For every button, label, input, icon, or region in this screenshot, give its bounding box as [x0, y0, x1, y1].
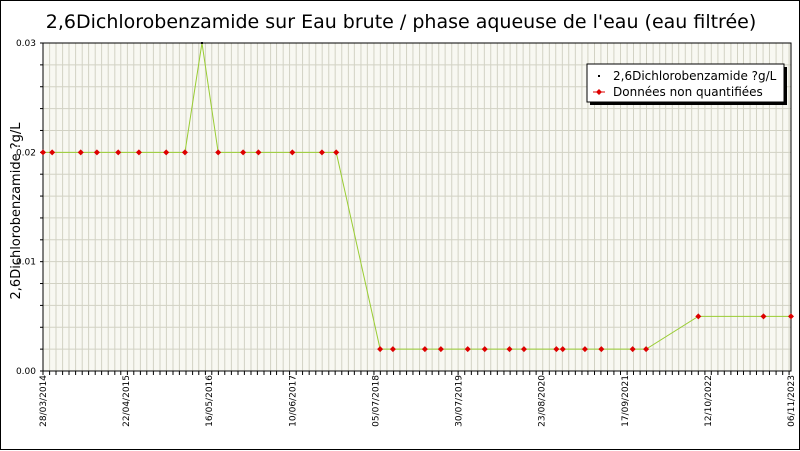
data-point-non-quantified	[437, 346, 444, 353]
data-point-non-quantified	[163, 149, 170, 156]
legend-box	[586, 63, 785, 103]
data-point-non-quantified	[389, 346, 396, 353]
plot-border	[42, 42, 792, 372]
legend-label: Données non quantifiées	[613, 85, 763, 99]
data-point-non-quantified	[520, 346, 527, 353]
data-point-non-quantified	[135, 149, 142, 156]
y-axis-label: 2,6Dichlorobenzamide ?g/L	[9, 122, 24, 300]
data-point-non-quantified	[318, 149, 325, 156]
data-point-non-quantified	[255, 149, 262, 156]
data-point-non-quantified	[643, 346, 650, 353]
data-point-non-quantified	[240, 149, 247, 156]
data-point-non-quantified	[481, 346, 488, 353]
legend-label: 2,6Dichlorobenzamide ?g/L	[613, 69, 777, 83]
legend-marker-quantified	[598, 75, 600, 77]
x-tick-label: 28/03/2014	[39, 375, 49, 427]
data-point-non-quantified	[93, 149, 100, 156]
data-point-non-quantified	[115, 149, 122, 156]
data-point-non-quantified	[788, 313, 794, 320]
data-point-non-quantified	[333, 149, 340, 156]
data-point-non-quantified	[464, 346, 471, 353]
data-point-non-quantified	[377, 346, 384, 353]
data-point-non-quantified	[77, 149, 84, 156]
x-tick-label: 23/08/2020	[538, 375, 548, 427]
x-tick-label: 30/07/2019	[455, 375, 465, 427]
x-tick-label: 12/10/2022	[704, 375, 714, 427]
x-tick-label: 10/06/2017	[288, 375, 298, 427]
x-tick-label: 06/11/2023	[787, 375, 797, 427]
data-point-non-quantified	[581, 346, 588, 353]
y-tick-label: 0.03	[16, 39, 36, 49]
legend-marker-non-quantified	[596, 89, 602, 95]
data-point-non-quantified	[553, 346, 560, 353]
x-tick-label: 16/05/2016	[205, 375, 215, 427]
y-tick-label: 0.00	[16, 367, 36, 377]
y-tick-label: 0.01	[16, 258, 36, 268]
x-tick-label: 22/04/2015	[122, 375, 132, 427]
data-point-non-quantified	[181, 149, 188, 156]
data-point-non-quantified	[289, 149, 296, 156]
data-point-non-quantified	[559, 346, 566, 353]
data-point-quantified	[200, 42, 203, 44]
data-point-non-quantified	[695, 313, 702, 320]
x-tick-label: 17/09/2021	[621, 375, 631, 427]
data-point-non-quantified	[421, 346, 428, 353]
data-point-non-quantified	[215, 149, 222, 156]
legend: 2,6Dichlorobenzamide ?g/L Données non qua…	[586, 63, 787, 105]
chart-title: 2,6Dichlorobenzamide sur Eau brute / pha…	[46, 11, 756, 33]
data-point-non-quantified	[598, 346, 605, 353]
x-tick-label: 05/07/2018	[371, 375, 381, 427]
y-tick-label: 0.02	[16, 148, 36, 158]
data-point-non-quantified	[40, 149, 46, 156]
data-point-non-quantified	[629, 346, 636, 353]
data-point-non-quantified	[49, 149, 56, 156]
data-point-non-quantified	[506, 346, 513, 353]
data-point-non-quantified	[760, 313, 767, 320]
